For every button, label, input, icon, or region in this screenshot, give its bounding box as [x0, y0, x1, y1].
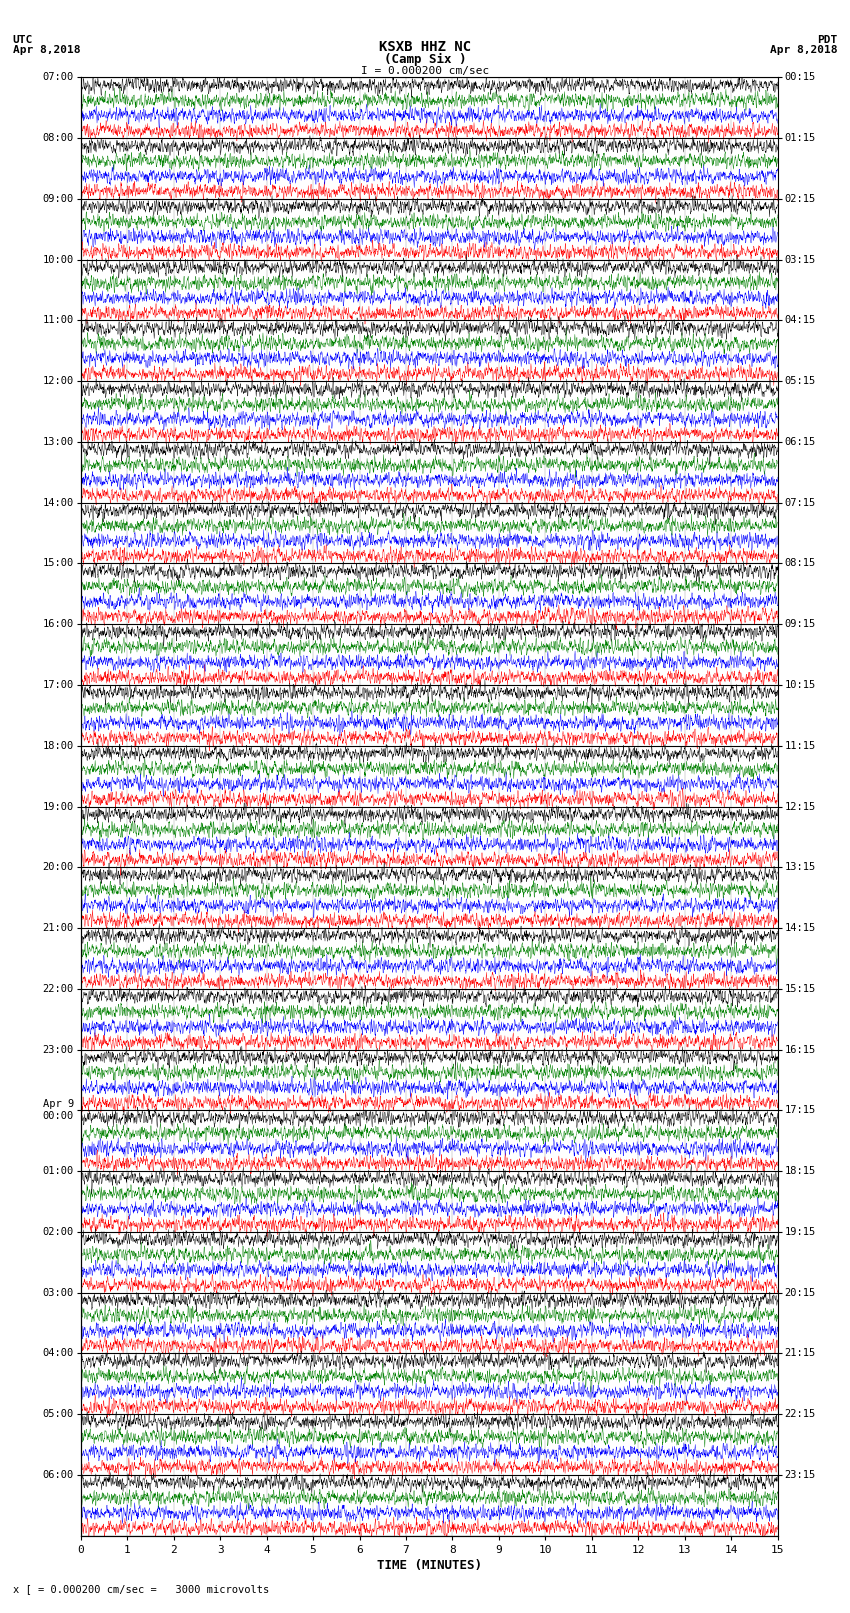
- Text: (Camp Six ): (Camp Six ): [383, 53, 467, 66]
- Text: I = 0.000200 cm/sec: I = 0.000200 cm/sec: [361, 66, 489, 76]
- Text: x [ = 0.000200 cm/sec =   3000 microvolts: x [ = 0.000200 cm/sec = 3000 microvolts: [13, 1584, 269, 1594]
- Text: PDT: PDT: [817, 35, 837, 45]
- Text: Apr 8,2018: Apr 8,2018: [13, 45, 80, 55]
- Text: Apr 8,2018: Apr 8,2018: [770, 45, 837, 55]
- Text: KSXB HHZ NC: KSXB HHZ NC: [379, 40, 471, 55]
- Text: UTC: UTC: [13, 35, 33, 45]
- X-axis label: TIME (MINUTES): TIME (MINUTES): [377, 1558, 482, 1571]
